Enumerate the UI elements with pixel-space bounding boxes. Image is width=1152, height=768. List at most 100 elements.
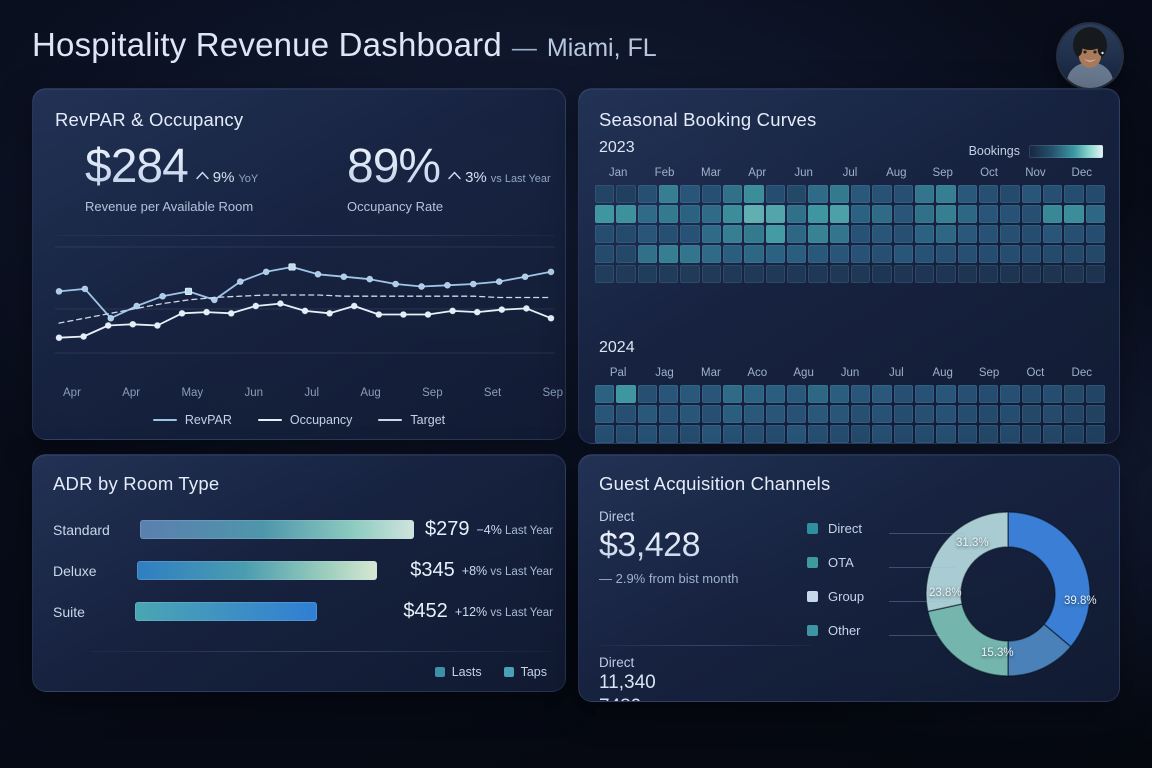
heatmap-cell[interactable]	[701, 265, 721, 283]
heatmap-cell[interactable]	[744, 385, 764, 403]
adr-bar-fill[interactable]	[135, 602, 318, 621]
heatmap-cell[interactable]	[808, 205, 828, 223]
heatmap-cell[interactable]	[915, 245, 935, 263]
heatmap-cell[interactable]	[765, 205, 785, 223]
revpar-legend-item[interactable]: RevPAR	[152, 413, 232, 427]
heatmap-cell[interactable]	[787, 205, 807, 223]
heatmap-cell[interactable]	[936, 265, 956, 283]
adr-legend-item[interactable]: Taps	[503, 665, 547, 679]
heatmap-cell[interactable]	[829, 225, 849, 243]
avatar[interactable]	[1058, 24, 1122, 88]
heatmap-cell[interactable]	[1064, 405, 1084, 423]
heatmap-cell[interactable]	[1064, 245, 1084, 263]
heatmap-cell[interactable]	[979, 385, 999, 403]
revpar-legend-item[interactable]: Occupancy	[257, 413, 352, 427]
heatmap-cell[interactable]	[851, 265, 871, 283]
heatmap-cell[interactable]	[1043, 265, 1063, 283]
heatmap-cell[interactable]	[680, 405, 700, 423]
heatmap-cell[interactable]	[744, 245, 764, 263]
heatmap-cell[interactable]	[872, 185, 892, 203]
heatmap-cell[interactable]	[616, 405, 636, 423]
heatmap-cell[interactable]	[659, 425, 679, 443]
heatmap-cell[interactable]	[765, 185, 785, 203]
heatmap-cell[interactable]	[979, 425, 999, 443]
heatmap-cell[interactable]	[872, 265, 892, 283]
heatmap-cell[interactable]	[723, 205, 743, 223]
heatmap-cell[interactable]	[872, 205, 892, 223]
heatmap-cell[interactable]	[1021, 185, 1041, 203]
heatmap-cell[interactable]	[1085, 185, 1105, 203]
heatmap-cell[interactable]	[957, 385, 977, 403]
heatmap-cell[interactable]	[915, 185, 935, 203]
heatmap-cell[interactable]	[744, 205, 764, 223]
heatmap-cell[interactable]	[1064, 385, 1084, 403]
heatmap-cell[interactable]	[808, 225, 828, 243]
heatmap-cell[interactable]	[787, 425, 807, 443]
heatmap-cell[interactable]	[659, 225, 679, 243]
heatmap-cell[interactable]	[723, 385, 743, 403]
heatmap-cell[interactable]	[957, 405, 977, 423]
heatmap-cell[interactable]	[1000, 245, 1020, 263]
heatmap-cell[interactable]	[1043, 245, 1063, 263]
heatmap-cell[interactable]	[723, 265, 743, 283]
heatmap-cell[interactable]	[616, 245, 636, 263]
heatmap-cell[interactable]	[637, 205, 657, 223]
heatmap-cell[interactable]	[851, 205, 871, 223]
heatmap-cell[interactable]	[893, 385, 913, 403]
heatmap-cell[interactable]	[915, 205, 935, 223]
heatmap-cell[interactable]	[595, 265, 615, 283]
heatmap-cell[interactable]	[787, 265, 807, 283]
channels-legend-item[interactable]: Direct	[807, 511, 864, 545]
heatmap-cell[interactable]	[936, 425, 956, 443]
heatmap-cell[interactable]	[829, 265, 849, 283]
heatmap-cell[interactable]	[851, 405, 871, 423]
heatmap-cell[interactable]	[1043, 205, 1063, 223]
heatmap-cell[interactable]	[787, 405, 807, 423]
heatmap-cell[interactable]	[851, 185, 871, 203]
heatmap-cell[interactable]	[616, 185, 636, 203]
heatmap-cell[interactable]	[1085, 405, 1105, 423]
heatmap-cell[interactable]	[872, 385, 892, 403]
heatmap-cell[interactable]	[1021, 405, 1041, 423]
heatmap-cell[interactable]	[979, 185, 999, 203]
heatmap-cell[interactable]	[701, 205, 721, 223]
heatmap-cell[interactable]	[1043, 185, 1063, 203]
heatmap-cell[interactable]	[1000, 265, 1020, 283]
heatmap-cell[interactable]	[595, 405, 615, 423]
heatmap-cell[interactable]	[872, 225, 892, 243]
heatmap-cell[interactable]	[680, 245, 700, 263]
heatmap-cell[interactable]	[616, 265, 636, 283]
heatmap-cell[interactable]	[701, 185, 721, 203]
heatmap-cell[interactable]	[637, 185, 657, 203]
heatmap-cell[interactable]	[723, 225, 743, 243]
heatmap-cell[interactable]	[808, 405, 828, 423]
heatmap-cell[interactable]	[1000, 185, 1020, 203]
heatmap-cell[interactable]	[680, 265, 700, 283]
heatmap-cell[interactable]	[936, 205, 956, 223]
heatmap-cell[interactable]	[1085, 205, 1105, 223]
heatmap-cell[interactable]	[915, 265, 935, 283]
heatmap-cell[interactable]	[637, 225, 657, 243]
heatmap-cell[interactable]	[957, 205, 977, 223]
heatmap-cell[interactable]	[829, 425, 849, 443]
heatmap-cell[interactable]	[979, 265, 999, 283]
heatmap-cell[interactable]	[1000, 405, 1020, 423]
heatmap-cell[interactable]	[659, 405, 679, 423]
heatmap-cell[interactable]	[1064, 225, 1084, 243]
heatmap-cell[interactable]	[829, 405, 849, 423]
heatmap-cell[interactable]	[808, 265, 828, 283]
heatmap-cell[interactable]	[1021, 385, 1041, 403]
heatmap-cell[interactable]	[1085, 425, 1105, 443]
heatmap-cell[interactable]	[829, 185, 849, 203]
heatmap-cell[interactable]	[787, 245, 807, 263]
heatmap-cell[interactable]	[872, 245, 892, 263]
heatmap-cell[interactable]	[637, 265, 657, 283]
heatmap-cell[interactable]	[936, 405, 956, 423]
heatmap-cell[interactable]	[851, 225, 871, 243]
heatmap-cell[interactable]	[637, 405, 657, 423]
heatmap-cell[interactable]	[616, 205, 636, 223]
heatmap-cell[interactable]	[701, 245, 721, 263]
heatmap-cell[interactable]	[1021, 245, 1041, 263]
heatmap-cell[interactable]	[957, 185, 977, 203]
revpar-legend-item[interactable]: Target	[378, 413, 445, 427]
